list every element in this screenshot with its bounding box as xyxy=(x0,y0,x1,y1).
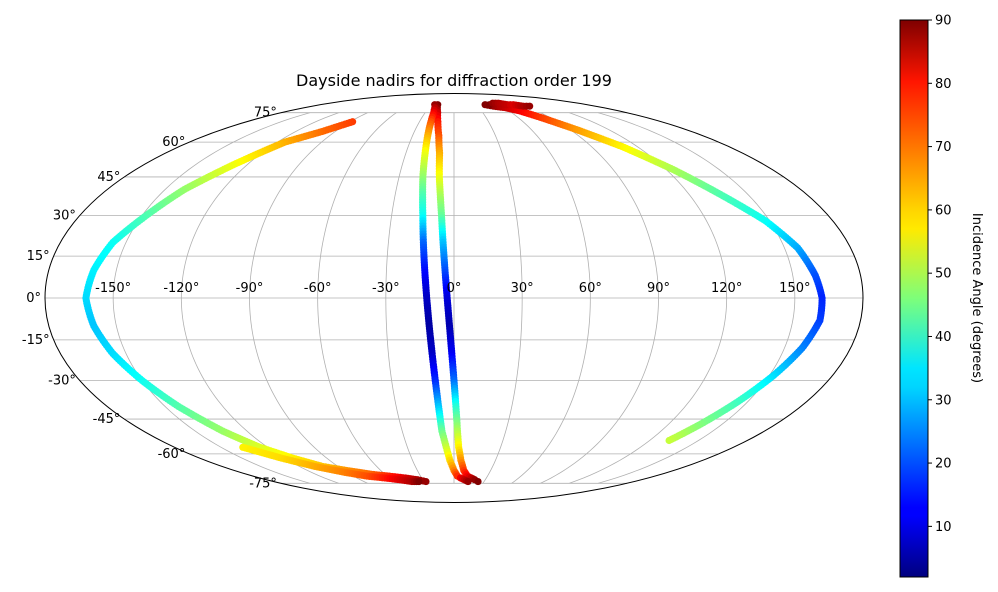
lat-tick-label: 15° xyxy=(27,249,50,264)
data-point xyxy=(474,477,482,486)
lon-tick-label: -60° xyxy=(304,281,332,296)
data-point xyxy=(665,436,673,445)
lon-tick-label: 0° xyxy=(447,281,462,296)
data-point xyxy=(526,102,534,110)
lon-tick-label: 90° xyxy=(647,281,670,296)
data-points xyxy=(82,99,826,486)
lat-tick-label: -60° xyxy=(158,447,186,462)
colorbar-tick-label: 60 xyxy=(935,203,952,218)
colorbar: 10 20 30 40 50 60 70 80 90 Incidence Angle (degr… xyxy=(899,14,984,578)
lat-tick-label: 30° xyxy=(53,208,76,223)
longitude-tick-labels: -150° -120° -90° -60° -30° 0° 30° 60° 90° 120° 150… xyxy=(95,281,810,296)
lon-tick-label: -120° xyxy=(163,281,199,296)
lat-tick-label: -75° xyxy=(249,476,277,491)
colorbar-tick-label: 80 xyxy=(935,77,952,92)
data-point xyxy=(415,477,423,486)
lat-tick-label: 60° xyxy=(162,135,185,150)
colorbar-label: Incidence Angle (degrees) xyxy=(969,213,984,383)
lon-tick-label: 120° xyxy=(711,281,742,296)
lat-tick-label: 45° xyxy=(97,170,120,185)
lon-tick-label: -150° xyxy=(95,281,131,296)
colorbar-tick-label: 90 xyxy=(935,14,952,29)
lat-tick-label: 75° xyxy=(254,106,277,121)
colorbar-tick-label: 10 xyxy=(935,520,952,535)
colorbar-ticks: 10 20 30 40 50 60 70 80 90 xyxy=(928,14,952,535)
lon-tick-label: 150° xyxy=(779,281,810,296)
colorbar-gradient xyxy=(899,19,929,578)
lat-tick-label: -30° xyxy=(48,374,76,389)
colorbar-tick-label: 50 xyxy=(935,267,952,282)
map-outline xyxy=(44,93,864,503)
colorbar-tick-label: 70 xyxy=(935,140,952,155)
lon-tick-label: -90° xyxy=(236,281,264,296)
lat-tick-label: -15° xyxy=(22,333,50,348)
colorbar-tick-label: 40 xyxy=(935,330,952,345)
chart-title: Dayside nadirs for diffraction order 199 xyxy=(296,71,612,90)
lon-tick-label: 60° xyxy=(579,281,602,296)
lon-tick-label: 30° xyxy=(511,281,534,296)
data-point xyxy=(464,477,472,486)
latitude-tick-labels: 75° 60° 45° 30° 15° 0° -15° -30° -45° -60° -75° xyxy=(22,106,277,492)
lat-tick-label: 0° xyxy=(26,291,41,306)
colorbar-tick-label: 30 xyxy=(935,393,952,408)
lat-tick-label: -45° xyxy=(93,412,121,427)
data-point xyxy=(422,477,430,486)
lon-tick-label: -30° xyxy=(372,281,400,296)
colorbar-tick-label: 20 xyxy=(935,457,952,472)
